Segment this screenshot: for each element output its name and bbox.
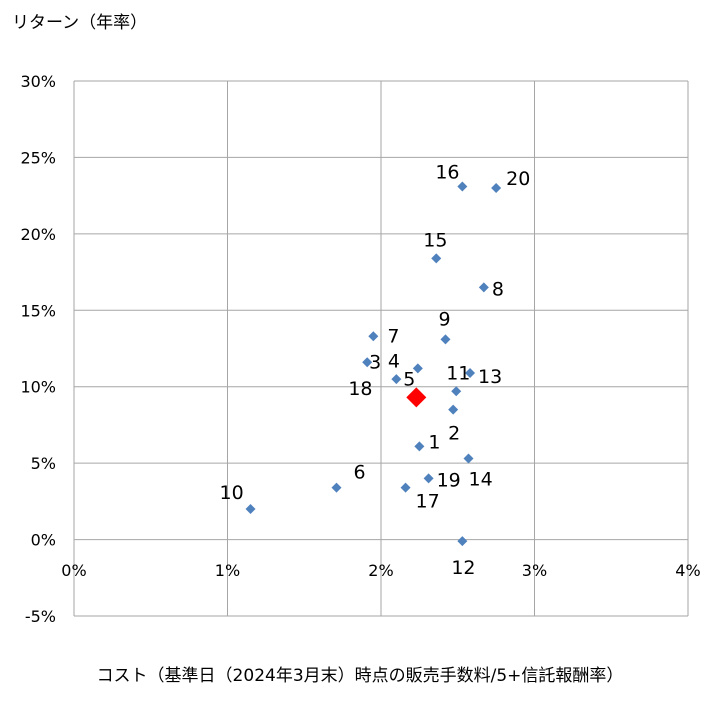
data-point (463, 453, 474, 464)
data-label: 20 (506, 168, 530, 190)
y-tick-label: 20% (20, 225, 56, 244)
data-point (368, 331, 379, 342)
data-label: 9 (438, 308, 450, 330)
data-point (457, 181, 468, 192)
data-label: 15 (423, 229, 447, 251)
data-point (478, 282, 489, 293)
data-label: 10 (220, 482, 244, 504)
x-tick-label: 2% (368, 561, 393, 580)
data-label: 3 (369, 351, 381, 373)
data-point (406, 387, 427, 408)
data-point (457, 536, 468, 547)
data-label: 16 (435, 161, 459, 183)
data-label: 12 (451, 557, 475, 579)
data-point (414, 441, 425, 452)
data-point (423, 473, 434, 484)
data-label: 18 (348, 378, 372, 400)
data-point (440, 334, 451, 345)
data-label: 19 (437, 469, 461, 491)
data-point (412, 363, 423, 374)
data-point (448, 404, 459, 415)
data-label: 17 (416, 491, 440, 513)
data-label: 14 (468, 469, 492, 491)
y-tick-label: 0% (31, 531, 56, 550)
y-tick-label: -5% (25, 607, 56, 626)
data-label: 13 (478, 366, 502, 388)
x-tick-label: 4% (675, 561, 700, 580)
data-point (362, 357, 373, 368)
data-label: 8 (492, 278, 504, 300)
y-tick-label: 30% (20, 72, 56, 91)
y-tick-label: 15% (20, 301, 56, 320)
data-label: 11 (446, 362, 470, 384)
data-label: 2 (448, 423, 460, 445)
data-label: 7 (387, 325, 399, 347)
y-tick-label: 25% (20, 148, 56, 167)
data-point (465, 367, 476, 378)
data-point (391, 374, 402, 385)
data-label: 6 (353, 462, 365, 484)
y-axis-label: リターン（年率） (12, 13, 147, 33)
x-tick-label: 0% (61, 561, 86, 580)
data-label: 5 (403, 368, 415, 390)
x-axis-label: コスト（基準日（2024年3月末）時点の販売手数料/5+信託報酬率） (97, 666, 624, 686)
data-label: 4 (388, 350, 400, 372)
data-point (331, 482, 342, 493)
y-tick-label: 10% (20, 378, 56, 397)
y-tick-label: 5% (31, 454, 56, 473)
data-label: 1 (428, 431, 440, 453)
data-point (451, 386, 462, 397)
data-point (400, 482, 411, 493)
data-point (431, 253, 442, 264)
x-tick-label: 3% (522, 561, 547, 580)
data-point (491, 183, 502, 193)
x-tick-label: 1% (215, 561, 240, 580)
data-point (245, 504, 256, 514)
